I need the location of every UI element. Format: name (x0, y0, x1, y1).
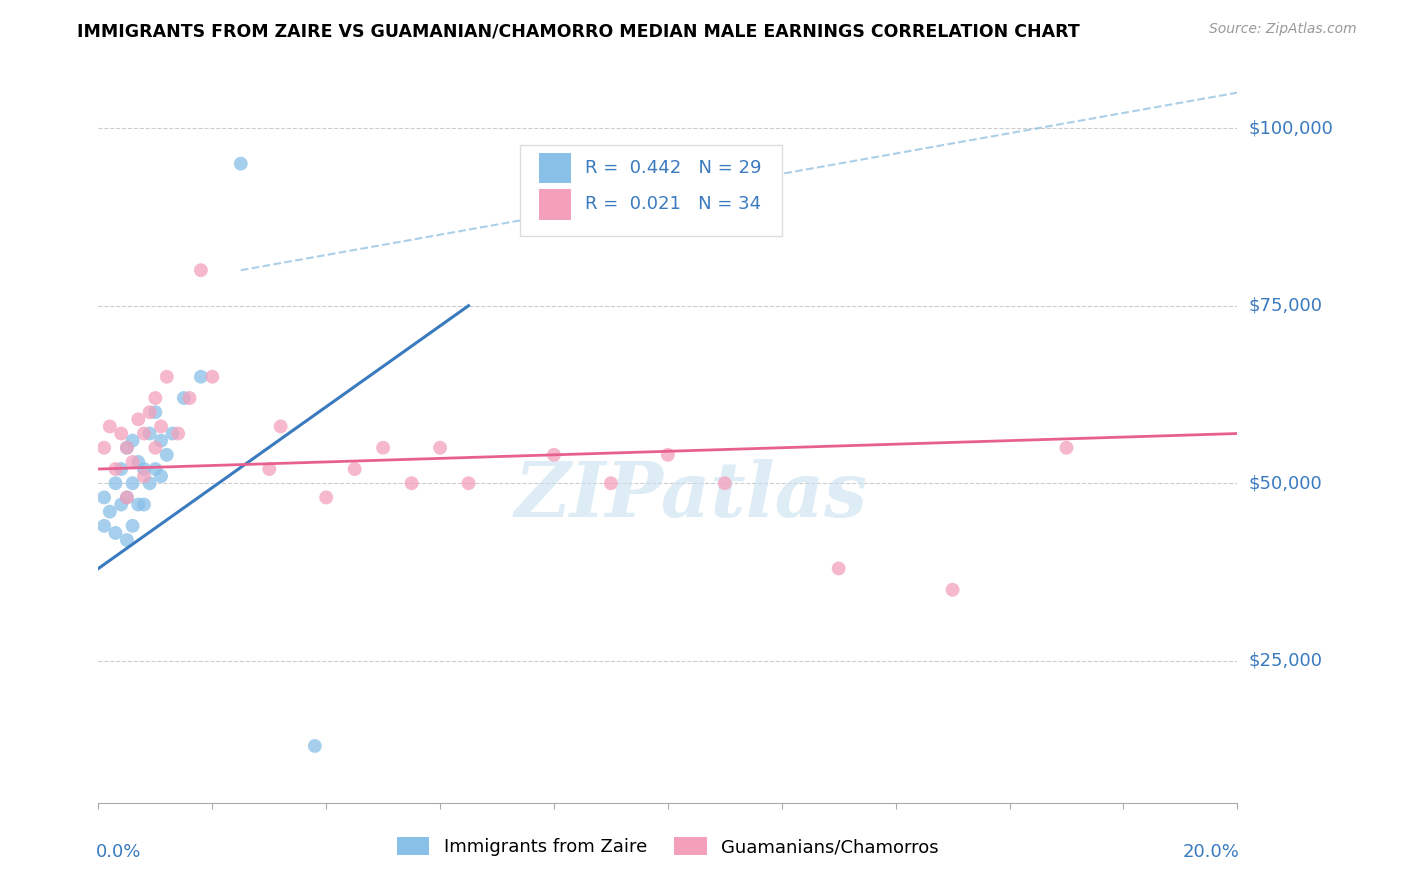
Point (173, 391, 195, 405)
Point (145, 391, 167, 405)
Bar (538, 153, 571, 183)
Point (121, 519, 143, 533)
Point (93, 519, 115, 533)
Text: 0.0%: 0.0% (96, 843, 142, 861)
Point (315, 491, 337, 505)
Point (190, 369, 212, 384)
Point (457, 476, 479, 491)
Point (156, 369, 179, 384)
Text: R =  0.021   N = 34: R = 0.021 N = 34 (585, 195, 761, 213)
Point (150, 434, 173, 448)
Point (343, 462, 366, 476)
Point (127, 498, 149, 512)
Point (93, 491, 115, 505)
Point (714, 476, 737, 491)
Point (138, 426, 160, 441)
Point (138, 405, 160, 419)
Point (229, 156, 252, 170)
Point (104, 462, 127, 476)
Point (115, 533, 138, 547)
Point (145, 405, 167, 419)
Point (270, 419, 292, 434)
Point (132, 426, 155, 441)
Legend: Immigrants from Zaire, Guamanians/Chamorros: Immigrants from Zaire, Guamanians/Chamor… (389, 830, 946, 863)
Point (150, 419, 173, 434)
Point (110, 462, 132, 476)
Point (115, 491, 138, 505)
Point (132, 462, 155, 476)
Point (190, 263, 212, 277)
Point (401, 476, 423, 491)
Point (201, 369, 224, 384)
Point (156, 448, 179, 462)
Point (1056, 441, 1078, 455)
Text: 20.0%: 20.0% (1182, 843, 1240, 861)
Point (121, 476, 143, 491)
Text: $75,000: $75,000 (1249, 297, 1323, 315)
FancyBboxPatch shape (520, 145, 782, 235)
Point (115, 441, 138, 455)
Point (162, 426, 184, 441)
Point (115, 491, 138, 505)
Point (373, 441, 395, 455)
Point (828, 561, 851, 575)
Point (110, 498, 132, 512)
Point (104, 525, 127, 540)
Text: ZIPatlas: ZIPatlas (515, 458, 868, 533)
Point (98, 505, 121, 519)
Point (127, 412, 149, 426)
Point (429, 441, 451, 455)
Point (304, 739, 326, 753)
Point (127, 455, 149, 469)
Point (93, 441, 115, 455)
Point (110, 426, 132, 441)
Point (138, 476, 160, 491)
Text: $100,000: $100,000 (1249, 120, 1333, 137)
Bar (538, 189, 571, 219)
Point (132, 498, 155, 512)
Point (167, 426, 190, 441)
Point (115, 441, 138, 455)
Point (942, 582, 965, 597)
Text: R =  0.442   N = 29: R = 0.442 N = 29 (585, 159, 761, 177)
Point (132, 469, 155, 483)
Point (259, 462, 281, 476)
Text: $25,000: $25,000 (1249, 652, 1323, 670)
Text: IMMIGRANTS FROM ZAIRE VS GUAMANIAN/CHAMORRO MEDIAN MALE EARNINGS CORRELATION CHA: IMMIGRANTS FROM ZAIRE VS GUAMANIAN/CHAMO… (77, 22, 1080, 40)
Point (657, 448, 679, 462)
Point (543, 448, 565, 462)
Point (121, 434, 143, 448)
Point (145, 462, 167, 476)
Point (104, 476, 127, 491)
Text: $50,000: $50,000 (1249, 475, 1322, 492)
Point (600, 476, 623, 491)
Point (98, 419, 121, 434)
Point (121, 455, 143, 469)
Point (179, 391, 201, 405)
Text: Source: ZipAtlas.com: Source: ZipAtlas.com (1209, 22, 1357, 37)
Point (145, 441, 167, 455)
Point (150, 469, 173, 483)
